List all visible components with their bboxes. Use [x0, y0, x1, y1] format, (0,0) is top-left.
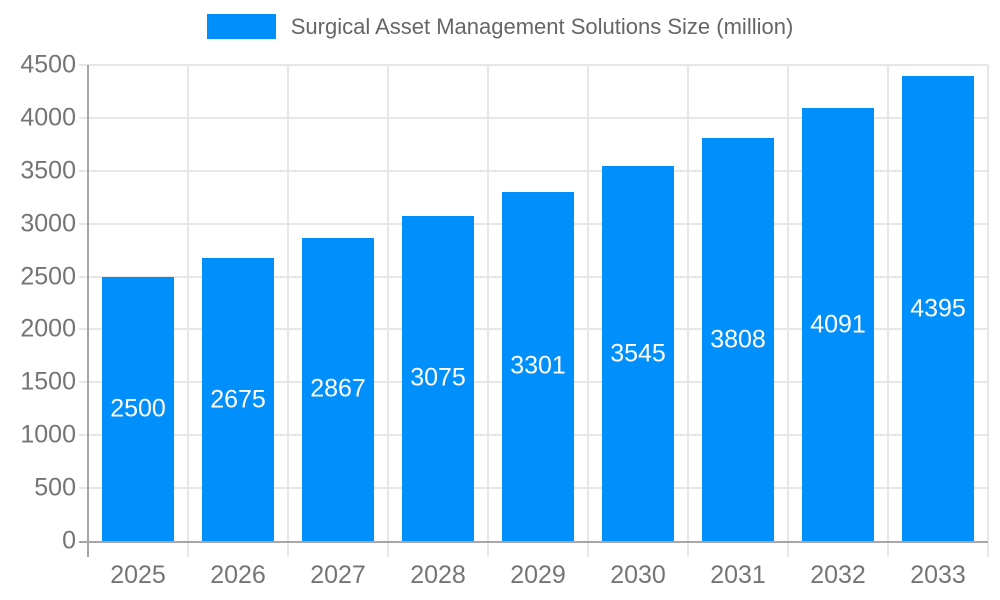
bar-value-label: 2500 — [110, 394, 166, 423]
x-tick — [787, 543, 789, 557]
x-axis-tick-label: 2030 — [610, 561, 666, 589]
y-tick — [79, 275, 88, 278]
y-tick — [79, 116, 88, 119]
y-tick — [79, 328, 88, 331]
y-tick — [79, 487, 88, 490]
y-axis-tick-label: 2500 — [20, 262, 76, 291]
y-gridline — [88, 116, 988, 119]
bar-value-label: 3545 — [610, 339, 666, 368]
x-tick — [987, 543, 989, 557]
x-gridline — [487, 65, 489, 541]
x-tick — [887, 543, 889, 557]
y-tick — [79, 381, 88, 384]
bar-2031: 3808 — [702, 138, 774, 541]
bar-2032: 4091 — [802, 108, 874, 541]
x-gridline — [587, 65, 589, 541]
x-tick — [487, 543, 489, 557]
y-axis-tick-label: 500 — [34, 473, 76, 502]
x-tick — [687, 543, 689, 557]
bar-2030: 3545 — [602, 166, 674, 541]
y-tick — [79, 434, 88, 437]
y-gridline — [88, 169, 988, 172]
y-axis-tick-label: 3500 — [20, 156, 76, 185]
x-axis-tick-label: 2027 — [310, 561, 366, 589]
y-axis-tick-label: 4000 — [20, 103, 76, 132]
x-axis-tick-label: 2033 — [910, 561, 966, 589]
y-tick — [79, 64, 88, 66]
bar-2033: 4395 — [902, 76, 974, 541]
legend[interactable]: Surgical Asset Management Solutions Size… — [0, 14, 1000, 39]
bar-2027: 2867 — [302, 237, 374, 541]
x-tick — [587, 543, 589, 557]
y-axis-tick-label: 1500 — [20, 367, 76, 396]
bar-value-label: 4091 — [810, 310, 866, 339]
y-axis-tick-label: 1000 — [20, 420, 76, 449]
bar-value-label: 2675 — [210, 385, 266, 414]
bar-value-label: 3808 — [710, 325, 766, 354]
y-tick — [79, 169, 88, 172]
bar-2029: 3301 — [502, 191, 574, 541]
bar-value-label: 3301 — [510, 351, 566, 380]
x-axis-tick-label: 2031 — [710, 561, 766, 589]
x-tick — [187, 543, 189, 557]
y-gridline — [88, 64, 988, 66]
y-tick — [79, 222, 88, 225]
x-tick — [387, 543, 389, 557]
x-gridline — [887, 65, 889, 541]
x-axis-tick-label: 2029 — [510, 561, 566, 589]
bar-value-label: 3075 — [410, 363, 466, 392]
x-axis-tick-label: 2032 — [810, 561, 866, 589]
bar-value-label: 2867 — [310, 374, 366, 403]
bar-value-label: 4395 — [910, 294, 966, 323]
x-axis-tick-label: 2025 — [110, 561, 166, 589]
x-gridline — [187, 65, 189, 541]
legend-label: Surgical Asset Management Solutions Size… — [290, 14, 794, 39]
bar-2026: 2675 — [202, 258, 274, 541]
x-gridline — [387, 65, 389, 541]
y-axis-tick-label: 4500 — [20, 50, 76, 79]
y-axis-tick-label: 3000 — [20, 209, 76, 238]
y-axis-tick-label: 0 — [62, 526, 76, 555]
x-axis-tick-label: 2028 — [410, 561, 466, 589]
bar-2025: 2500 — [102, 276, 174, 541]
bar-2028: 3075 — [402, 215, 474, 541]
x-axis-tick-label: 2026 — [210, 561, 266, 589]
y-axis-line — [87, 65, 89, 557]
x-axis-line — [79, 541, 988, 543]
legend-swatch — [206, 14, 276, 39]
plot-area: 0 500 1000 1500 2000 2500 3000 3500 4000 4500 2500… — [20, 51, 989, 589]
x-tick — [287, 543, 289, 557]
x-gridline — [987, 65, 989, 541]
x-gridline — [787, 65, 789, 541]
y-axis-tick-label: 2000 — [20, 314, 76, 343]
x-gridline — [287, 65, 289, 541]
x-gridline — [687, 65, 689, 541]
